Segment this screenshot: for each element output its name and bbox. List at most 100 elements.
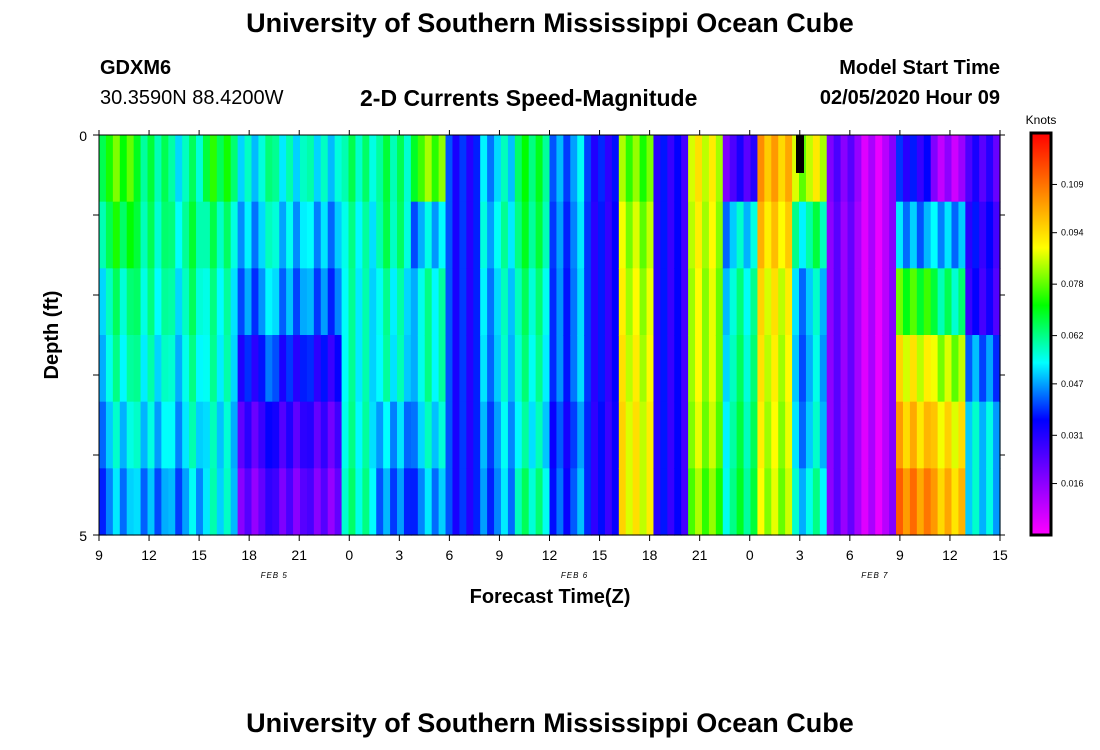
heatmap-cell — [965, 268, 973, 336]
heatmap-cell — [674, 468, 682, 536]
heatmap-cell — [667, 401, 675, 469]
heatmap-cell — [715, 401, 724, 469]
heatmap-cell — [840, 401, 849, 469]
station-id: GDXM6 — [100, 57, 172, 79]
heatmap-cell — [473, 135, 481, 203]
heatmap-cell — [244, 135, 253, 203]
heatmap-cell — [993, 268, 1001, 336]
heatmap-cell — [126, 468, 135, 536]
heatmap-cell — [972, 135, 980, 203]
heatmap-cell — [500, 335, 509, 403]
heatmap-cell — [902, 201, 911, 269]
heatmap-cell — [840, 468, 849, 536]
heatmap-cell — [376, 401, 384, 469]
heatmap-cell — [334, 401, 343, 469]
plot-title: 2-D Currents Speed-Magnitude — [360, 85, 698, 111]
heatmap-cell — [771, 401, 779, 469]
heatmap-cell — [348, 401, 357, 469]
heatmap-cell — [958, 468, 966, 536]
heatmap-cell — [646, 201, 655, 269]
heatmap-cell — [778, 135, 786, 203]
heatmap-cell — [168, 135, 176, 203]
heatmap-cell — [535, 268, 544, 336]
heatmap-cell — [286, 268, 294, 336]
heatmap-cell — [306, 268, 315, 336]
heatmap-cell — [937, 468, 946, 536]
heatmap-cell — [223, 468, 232, 536]
heatmap-cell — [168, 201, 176, 269]
heatmap-cell — [549, 401, 558, 469]
heatmap-cell — [688, 335, 696, 403]
heatmap-cell — [480, 468, 488, 536]
missing-data-marker — [796, 135, 804, 173]
heatmap-cell — [708, 401, 717, 469]
heatmap-cell — [133, 468, 142, 536]
heatmap-cell — [688, 268, 696, 336]
heatmap-cell — [348, 201, 357, 269]
heatmap-cell — [805, 401, 814, 469]
x-tick-label: 18 — [642, 547, 658, 563]
x-tick-label: 0 — [345, 547, 353, 563]
heatmap-cell — [237, 468, 246, 536]
heatmap-cell — [327, 335, 336, 403]
heatmap-cell — [161, 135, 169, 203]
heatmap-cell — [591, 468, 599, 536]
heatmap-cell — [896, 268, 904, 336]
heatmap-cell — [480, 268, 488, 336]
heatmap-cell — [119, 201, 128, 269]
heatmap-cell — [618, 268, 627, 336]
heatmap-cell — [341, 335, 350, 403]
heatmap-cell — [230, 268, 239, 336]
colorbar-tick-label: 0.031 — [1061, 430, 1084, 440]
heatmap-cell — [701, 401, 710, 469]
colorbar-tick-label: 0.094 — [1061, 228, 1084, 238]
colorbar-tick-label: 0.109 — [1061, 179, 1084, 189]
heatmap-cell — [466, 268, 474, 336]
heatmap-cell — [681, 135, 689, 203]
heatmap-cell — [514, 135, 523, 203]
heatmap-cell — [611, 201, 620, 269]
heatmap-cell — [847, 468, 856, 536]
heatmap-cell — [986, 401, 994, 469]
heatmap-cell — [854, 468, 862, 536]
heatmap-cell — [105, 135, 114, 203]
heatmap-cell — [896, 468, 904, 536]
heatmap-cell — [930, 335, 939, 403]
heatmap-cell — [154, 201, 162, 269]
heatmap-cell — [265, 268, 273, 336]
heatmap-cell — [244, 201, 253, 269]
heatmap-cell — [868, 335, 876, 403]
heatmap-cell — [424, 335, 433, 403]
heatmap-cell — [362, 468, 370, 536]
heatmap-cell — [639, 468, 648, 536]
heatmap-cell — [424, 268, 433, 336]
heatmap-cell — [861, 335, 869, 403]
heatmap-cell — [958, 335, 966, 403]
heatmap-cell — [528, 401, 537, 469]
heatmap-cell — [861, 268, 869, 336]
heatmap-cell — [729, 468, 738, 536]
heatmap-cell — [923, 268, 932, 336]
heatmap-cell — [861, 401, 869, 469]
heatmap-cell — [390, 401, 398, 469]
heatmap-cell — [140, 201, 149, 269]
heatmap-cell — [805, 335, 814, 403]
heatmap-cell — [812, 335, 821, 403]
heatmap-cell — [701, 201, 710, 269]
heatmap-cell — [584, 335, 592, 403]
heatmap-cell — [556, 201, 564, 269]
heatmap-cell — [431, 268, 440, 336]
heatmap-cell — [507, 468, 516, 536]
heatmap-cell — [126, 201, 135, 269]
heatmap-cell — [653, 201, 661, 269]
heatmap-cell — [757, 201, 765, 269]
heatmap-cell — [632, 335, 641, 403]
heatmap-cell — [355, 468, 363, 536]
heatmap-cell — [854, 135, 862, 203]
heatmap-cell — [355, 268, 363, 336]
heatmap-cell — [944, 468, 953, 536]
heatmap-cell — [313, 135, 322, 203]
heatmap-cell — [327, 201, 336, 269]
heatmap-cell — [916, 401, 925, 469]
heatmap-cell — [653, 268, 661, 336]
